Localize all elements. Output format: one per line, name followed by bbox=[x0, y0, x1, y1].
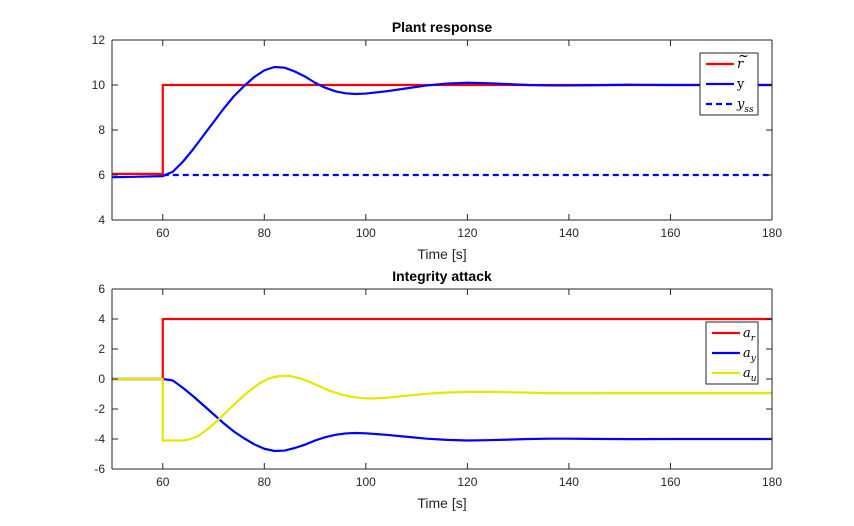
x-tick-label: 60 bbox=[156, 226, 170, 240]
x-tick-label: 180 bbox=[762, 226, 782, 240]
y-tick-label: 4 bbox=[98, 213, 105, 227]
x-tick-label: 140 bbox=[559, 226, 579, 240]
y-tick-label: 6 bbox=[98, 168, 105, 182]
y-tick-label: -6 bbox=[94, 462, 105, 476]
axes-layer: 60 80 100 120 140 160 180 4 6 8 10 12 bbox=[92, 33, 783, 240]
legend-label-1: r bbox=[737, 57, 744, 72]
legend-label-2: ay bbox=[743, 346, 757, 364]
plot-title: Plant response bbox=[392, 19, 493, 35]
x-tick-label: 120 bbox=[457, 226, 477, 240]
legend-label-1: ar bbox=[743, 326, 756, 344]
x-tick-label: 80 bbox=[258, 226, 272, 240]
axes-layer: 60 80 100 120 140 160 180 -6 -4 -2 0 2 4 6 bbox=[94, 282, 782, 489]
series-line-3 bbox=[112, 374, 772, 442]
legend-tilde: ~ bbox=[738, 49, 749, 64]
x-axis-label: Time [s] bbox=[417, 495, 466, 511]
y-tick-label: 2 bbox=[98, 342, 105, 356]
series-layer bbox=[112, 317, 772, 453]
series-line-2 bbox=[111, 65, 772, 179]
x-tick-label: 180 bbox=[762, 475, 782, 489]
y-tick-label: -4 bbox=[94, 432, 105, 446]
x-tick-label: 100 bbox=[356, 475, 376, 489]
y-tick-label: 12 bbox=[92, 33, 106, 47]
x-tick-label: 80 bbox=[258, 475, 272, 489]
y-tick-label: -2 bbox=[94, 402, 105, 416]
series-line-1 bbox=[112, 83, 772, 175]
plot-area bbox=[112, 40, 772, 220]
y-tick-label: 4 bbox=[98, 312, 105, 326]
legend: ar ay au bbox=[705, 321, 759, 385]
y-tick-label: 10 bbox=[92, 78, 106, 92]
legend-label-3: yss bbox=[736, 97, 754, 115]
x-tick-label: 160 bbox=[660, 226, 680, 240]
plot-title: Integrity attack bbox=[392, 268, 492, 284]
x-tick-label: 60 bbox=[156, 475, 170, 489]
y-tick-label: 6 bbox=[98, 282, 105, 296]
x-tick-label: 100 bbox=[356, 226, 376, 240]
x-tick-label: 120 bbox=[457, 475, 477, 489]
legend-label-3: au bbox=[743, 366, 757, 384]
series-line-2 bbox=[112, 377, 772, 453]
x-tick-label: 140 bbox=[559, 475, 579, 489]
legend: r~ y yss bbox=[699, 49, 759, 116]
y-tick-label: 0 bbox=[98, 372, 105, 386]
y-tick-label: 8 bbox=[98, 123, 105, 137]
plot-area bbox=[112, 289, 772, 469]
integrity-attack-plot: Integrity attack 60 80 100 120 140 160 180-6-4… bbox=[94, 268, 782, 511]
series-layer bbox=[111, 65, 772, 179]
legend-label-2: y bbox=[736, 77, 745, 92]
plant-response-plot: Plant response 60 80 100 120 140 160 180 4 6 8 10 1… bbox=[92, 19, 783, 262]
x-tick-label: 160 bbox=[660, 475, 680, 489]
x-axis-label: Time [s] bbox=[417, 246, 466, 262]
